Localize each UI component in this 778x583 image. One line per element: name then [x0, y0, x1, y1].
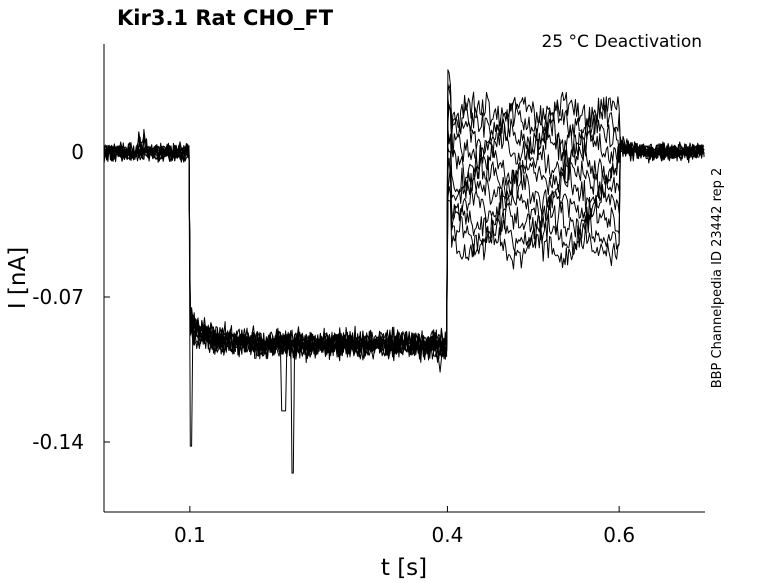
current-trace — [103, 142, 705, 362]
y-axis-label: I [nA] — [5, 247, 31, 309]
x-axis-ticks: 0.1 0.4 0.6 — [174, 506, 635, 547]
condition-annotation: 25 °C Deactivation — [541, 32, 702, 52]
x-axis-label: t [s] — [381, 555, 427, 581]
current-traces — [103, 69, 705, 474]
x-tick-label: 0.4 — [432, 523, 464, 547]
chart-title: Kir3.1 Rat CHO_FT — [117, 6, 334, 30]
x-tick-label: 0.6 — [603, 523, 635, 547]
y-tick-label: 0 — [71, 140, 84, 164]
source-id-label: BBP Channelpedia ID 23442 rep 2 — [710, 168, 725, 389]
y-axis-ticks: 0 -0.07 -0.14 — [32, 140, 110, 454]
x-tick-label: 0.1 — [174, 523, 206, 547]
y-tick-label: -0.14 — [32, 430, 84, 454]
y-tick-label: -0.07 — [32, 285, 84, 309]
current-trace — [103, 136, 705, 360]
